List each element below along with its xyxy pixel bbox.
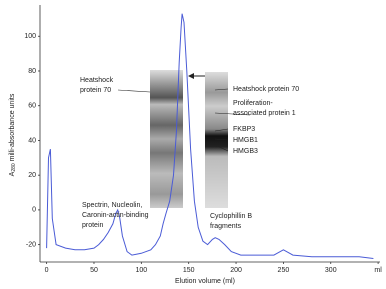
annotation: associated protein 1 <box>233 110 296 117</box>
leader-line <box>214 138 229 141</box>
annotation: Caronin-actin-binding <box>82 212 149 219</box>
x-tick-label: 0 <box>45 267 49 274</box>
y-tick-label: 60 <box>28 103 36 110</box>
leader-line <box>117 89 151 93</box>
leader-line <box>214 88 229 91</box>
annotation: Spectrin, Nucleolin, <box>82 202 142 209</box>
annotation: HMGB1 <box>233 137 258 144</box>
leader-line <box>214 112 251 116</box>
gel-image <box>205 72 228 208</box>
annotation: Heatshock protein 70 <box>233 86 299 93</box>
annotation: Cyclophillin B <box>210 213 252 220</box>
leader-line <box>214 144 229 152</box>
trace <box>46 13 374 259</box>
y-tick-label: 80 <box>28 68 36 75</box>
x-tick-label: 250 <box>278 267 290 274</box>
annotation: HMGB3 <box>233 148 258 155</box>
y-tick-label: 0 <box>32 207 36 214</box>
y-tick-label: 100 <box>24 33 36 40</box>
annotation: fragments <box>210 223 242 230</box>
x-tick-label: 50 <box>90 267 98 274</box>
annotation: protein 70 <box>80 87 111 94</box>
annotation: FKBP3 <box>233 126 255 133</box>
y-label-main: A <box>9 171 16 176</box>
x-tick-label: 100 <box>135 267 147 274</box>
y-tick-label: -20 <box>26 241 36 248</box>
x-tick-label: 150 <box>183 267 195 274</box>
x-axis-label: Elution volume (ml) <box>175 278 235 285</box>
annotation: Proliferation- <box>233 100 273 107</box>
annotation: protein <box>82 222 104 229</box>
y-tick-label: 20 <box>28 172 36 179</box>
annotation: Heatshock <box>80 77 114 84</box>
leader-line <box>214 128 229 132</box>
y-tick-label: 40 <box>28 137 36 144</box>
y-label-rest: milli-absorbance units <box>9 93 16 163</box>
y-axis-label: A280 milli-absorbance units <box>9 93 17 176</box>
y-label-sub: 280 <box>11 163 17 172</box>
x-tick-label: 300 <box>325 267 337 274</box>
x-tick-label: 200 <box>230 267 242 274</box>
x-tick-label: ml <box>374 267 382 274</box>
